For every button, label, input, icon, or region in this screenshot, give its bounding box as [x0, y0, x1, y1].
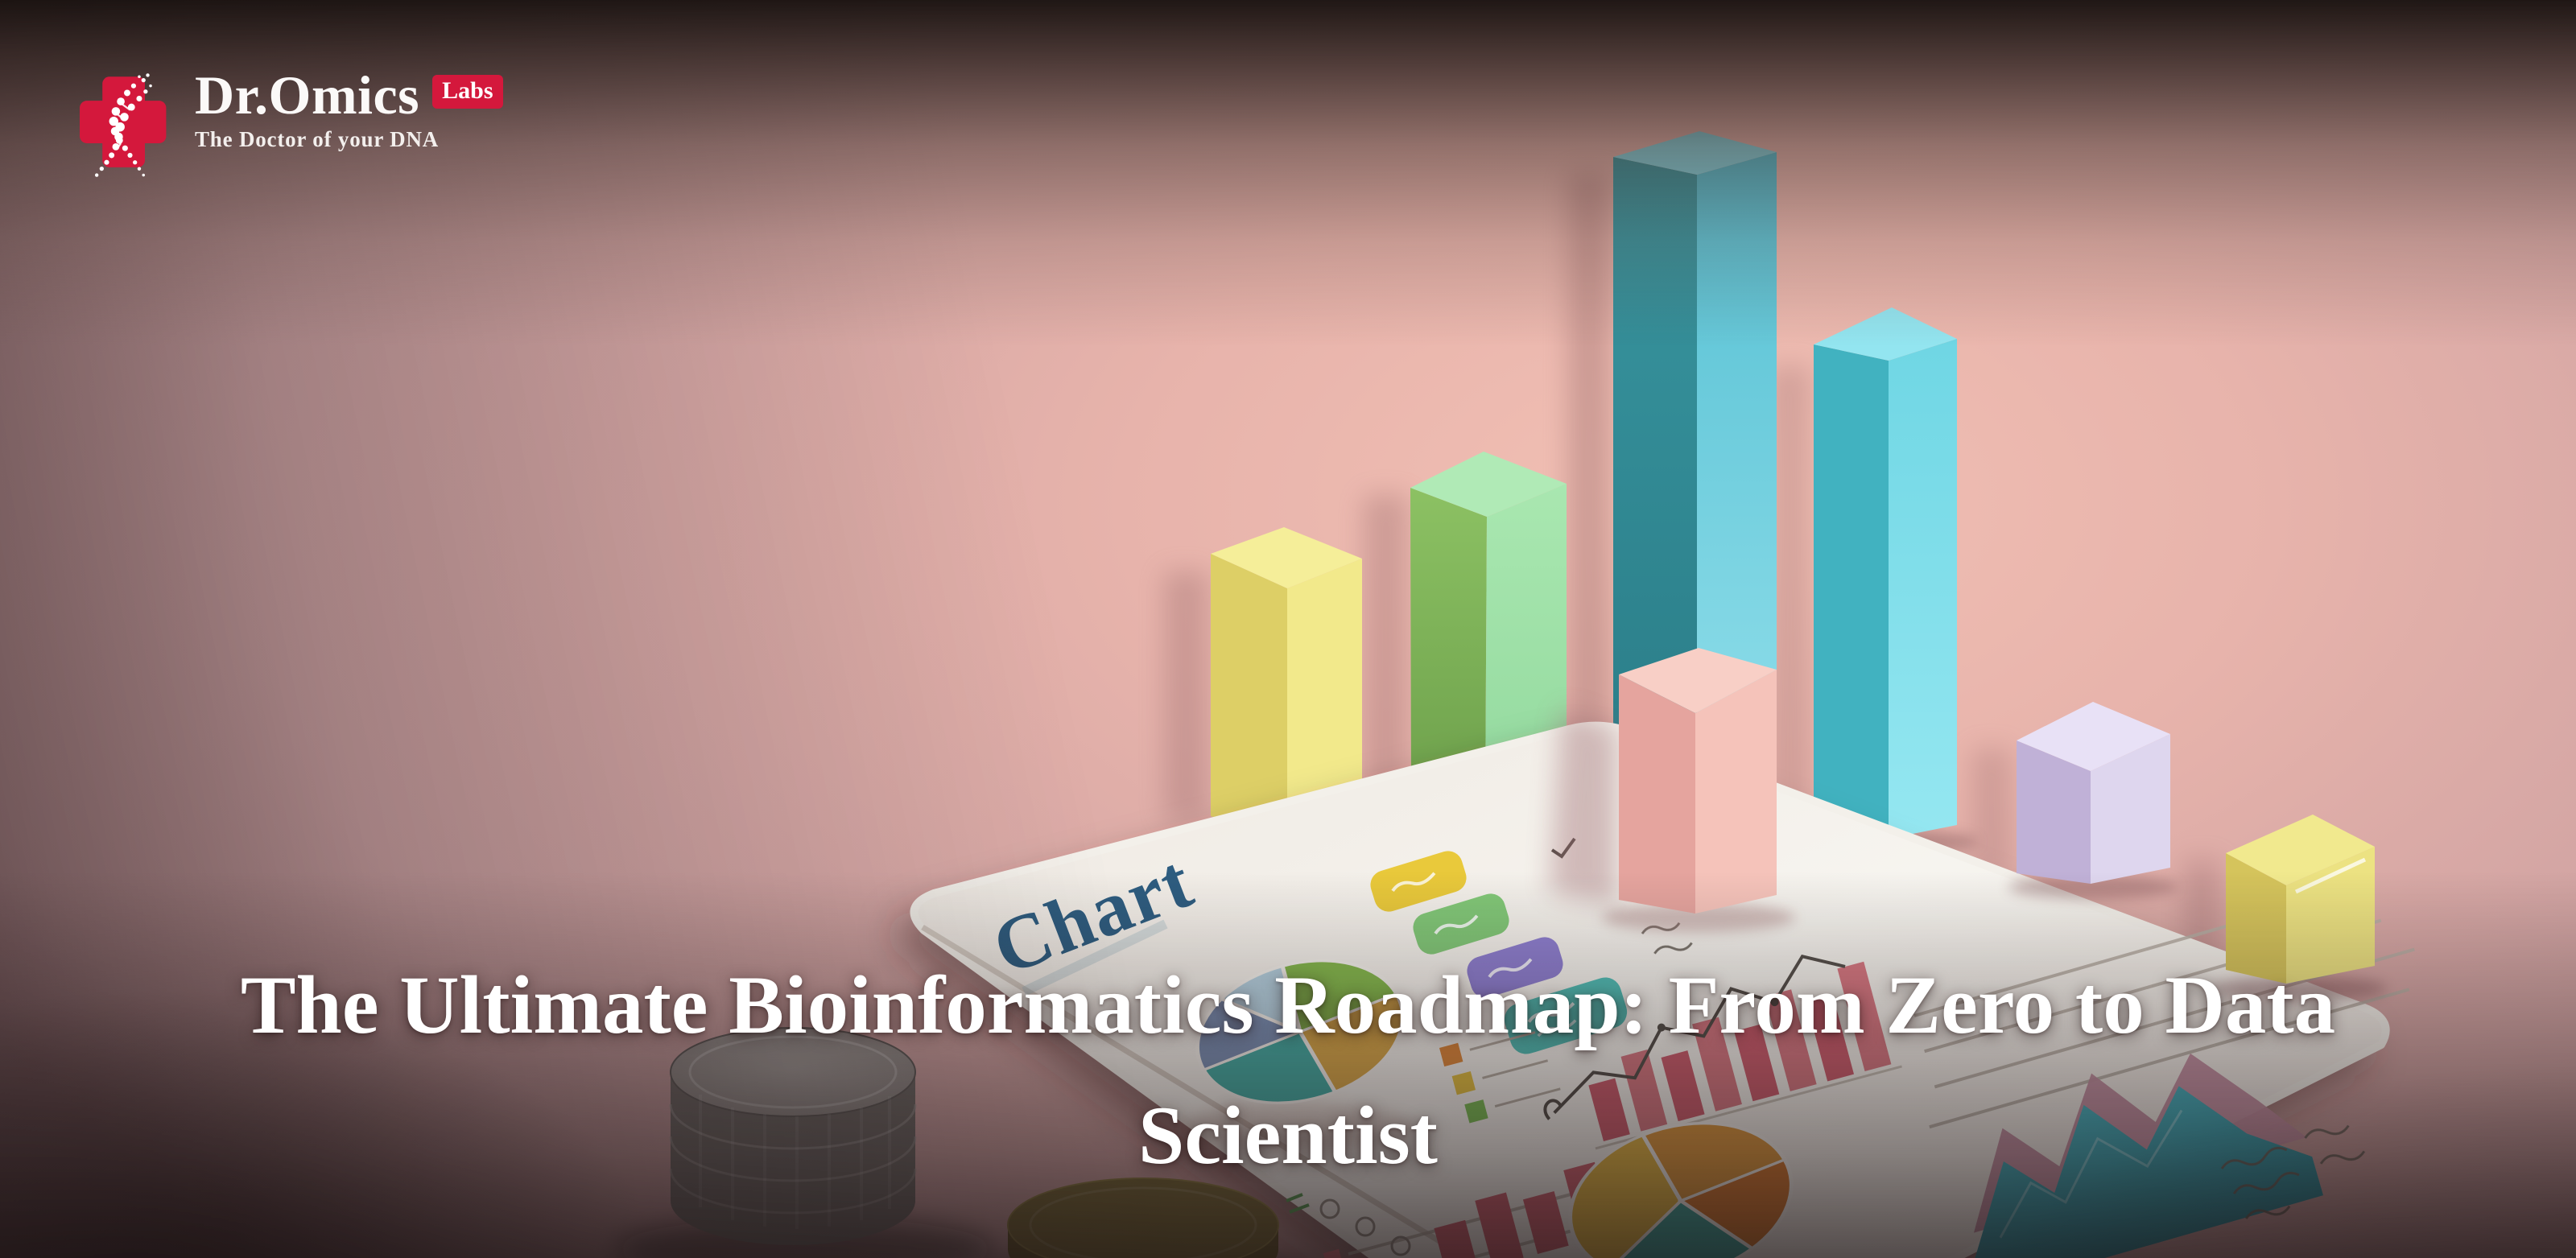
brand-logo: Dr.Omics Labs The Doctor of your DNA: [74, 68, 503, 195]
brand-labs-badge: Labs: [432, 75, 503, 109]
dna-cross-logo-icon: [80, 73, 167, 177]
lavender-cube: [2008, 702, 2178, 899]
cyan-bar: [1793, 307, 1978, 855]
title-line-1: The Ultimate Bioinformatics Roadmap: Fro…: [240, 959, 2336, 1051]
title-line-2: Scientist: [1138, 1090, 1438, 1182]
brand-tagline: The Doctor of your DNA: [195, 127, 440, 151]
brand-name: Dr.Omics: [195, 64, 420, 126]
page-title: The Ultimate Bioinformatics Roadmap: Fro…: [0, 940, 2576, 1201]
